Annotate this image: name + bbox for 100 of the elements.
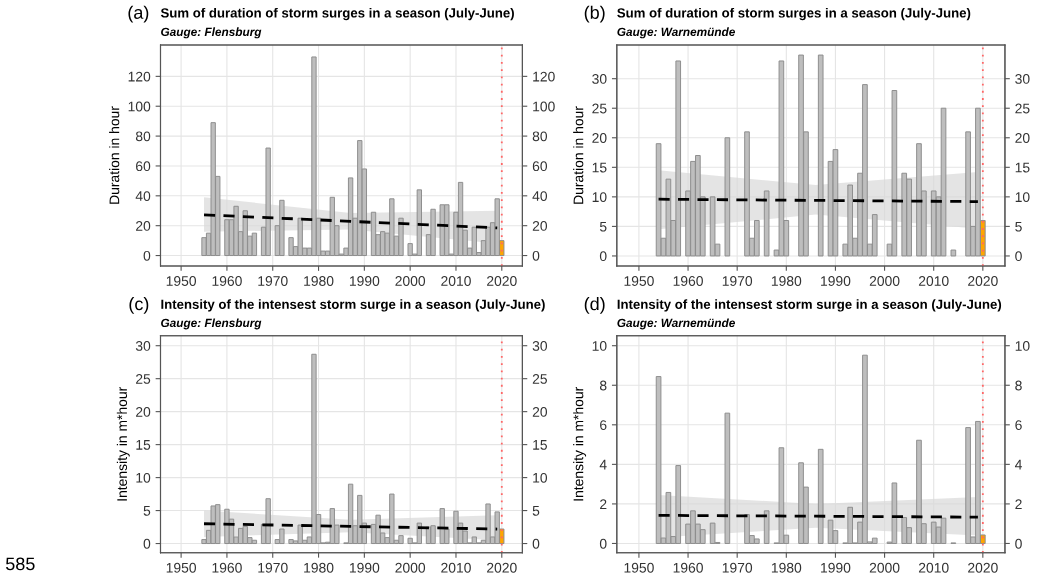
y-tick-label: 100: [128, 101, 151, 112]
x-tick-label: 1990: [349, 276, 380, 286]
x-tick-label: 2020: [968, 562, 998, 573]
y2-tick-label: 10: [1015, 192, 1030, 203]
y2-tick-label: 15: [1015, 162, 1030, 173]
bar: [901, 517, 908, 544]
y-tick-label: 40: [135, 191, 151, 201]
bar: [940, 517, 947, 544]
y-tick-label: 0: [599, 538, 607, 549]
y2-tick-label: 5: [532, 506, 540, 516]
chart-subtitle: Gauge: Flensburg: [161, 27, 262, 39]
y2-tick-label: 120: [533, 71, 555, 82]
y2-tick-label: 0: [1015, 538, 1022, 549]
bar: [763, 510, 770, 544]
x-tick-label: 1960: [673, 276, 703, 286]
y-tick-label: 4: [599, 459, 607, 470]
bar: [778, 447, 785, 544]
bar: [251, 232, 258, 257]
y2-tick-label: 0: [532, 250, 540, 261]
bar: [297, 217, 303, 257]
x-tick-label: 1980: [304, 562, 334, 573]
y-tick-label: 10: [136, 472, 151, 483]
x-tick-label: 2020: [968, 276, 998, 286]
y-tick-label: 30: [592, 74, 607, 84]
bar: [817, 448, 824, 544]
y2-tick-label: 30: [532, 341, 548, 351]
y-tick-label: 2: [600, 499, 607, 509]
y2-tick-label: 20: [1015, 133, 1030, 143]
y2-tick-label: 80: [532, 131, 548, 142]
x-tick-label: 1970: [258, 562, 288, 573]
y2-tick-label: 25: [1015, 103, 1030, 114]
text: (c): [129, 297, 149, 314]
bar: [832, 149, 839, 257]
text: (a): [128, 5, 149, 23]
x-tick-label: 2000: [869, 562, 900, 573]
bar: [724, 412, 731, 544]
chart-title: Sum of duration of storm surges in a season (July-June): [160, 7, 514, 21]
bar: [930, 521, 937, 544]
bar: [311, 56, 317, 257]
x-tick-label: 2010: [441, 562, 471, 573]
y2-tick-label: 10: [533, 472, 548, 483]
x-tick-label: 1990: [821, 562, 851, 573]
x-tick-label: 1970: [258, 276, 288, 286]
bar: [744, 131, 750, 257]
y-tick-label: 5: [599, 221, 607, 232]
bar: [871, 537, 878, 544]
bar: [224, 508, 230, 545]
bar: [655, 143, 662, 257]
chart-subtitle: Gauge: Warnemünde: [617, 27, 735, 39]
x-tick-label: 1960: [212, 276, 242, 286]
bar: [965, 131, 971, 257]
bar: [398, 535, 404, 545]
bar: [416, 189, 422, 257]
bar: [224, 219, 230, 257]
x-tick-label: 1980: [771, 562, 802, 573]
bar: [430, 208, 436, 257]
y2-tick-label: 0: [1015, 251, 1022, 262]
y-axis-title: Duration in hour: [109, 106, 120, 204]
x-tick-label: 1950: [166, 562, 197, 573]
x-tick-label: 2000: [395, 276, 426, 286]
y-axis-title: Intensity in m*hour: [116, 387, 130, 501]
bar: [485, 503, 491, 545]
y-tick-label: 10: [592, 192, 607, 203]
chart-title: Intensity of the intensest storm surge in a season (July-June): [617, 299, 1002, 312]
bar: [471, 226, 477, 257]
bar: [233, 205, 239, 257]
bar: [288, 237, 294, 257]
bar: [763, 190, 770, 257]
x-tick-label: 1950: [624, 562, 654, 573]
bar: [471, 536, 477, 545]
y2-tick-label: 25: [532, 374, 547, 384]
text: 585: [5, 557, 35, 571]
y2-tick-label: 2: [1015, 499, 1022, 509]
bar: [817, 54, 824, 257]
x-tick-label: 1950: [166, 276, 197, 286]
bar: [827, 519, 834, 544]
y-tick-label: 20: [136, 406, 151, 417]
bar: [965, 427, 971, 544]
bar: [430, 525, 436, 545]
bar: [724, 137, 731, 257]
x-tick-label: 1980: [771, 276, 802, 286]
y-axis-title: Intensity in m*hour: [573, 387, 587, 501]
bar: [485, 226, 491, 257]
x-tick-label: 1970: [722, 276, 753, 286]
bar: [398, 217, 404, 257]
y2-tick-label: 15: [533, 440, 547, 450]
bar: [655, 376, 662, 544]
x-tick-label: 1960: [673, 562, 703, 573]
y2-tick-label: 4: [1014, 459, 1022, 470]
chart-subtitle: Gauge: Warnemünde: [617, 318, 735, 330]
y2-tick-label: 8: [1015, 380, 1022, 391]
bar: [251, 539, 258, 545]
bar: [891, 482, 898, 544]
x-tick-label: 2010: [918, 276, 949, 286]
y-tick-label: 15: [136, 440, 151, 450]
x-tick-label: 1970: [722, 562, 753, 573]
bar: [871, 214, 878, 257]
x-tick-label: 2000: [395, 562, 426, 573]
y2-tick-label: 30: [1015, 74, 1030, 84]
y-tick-label: 60: [136, 161, 151, 172]
